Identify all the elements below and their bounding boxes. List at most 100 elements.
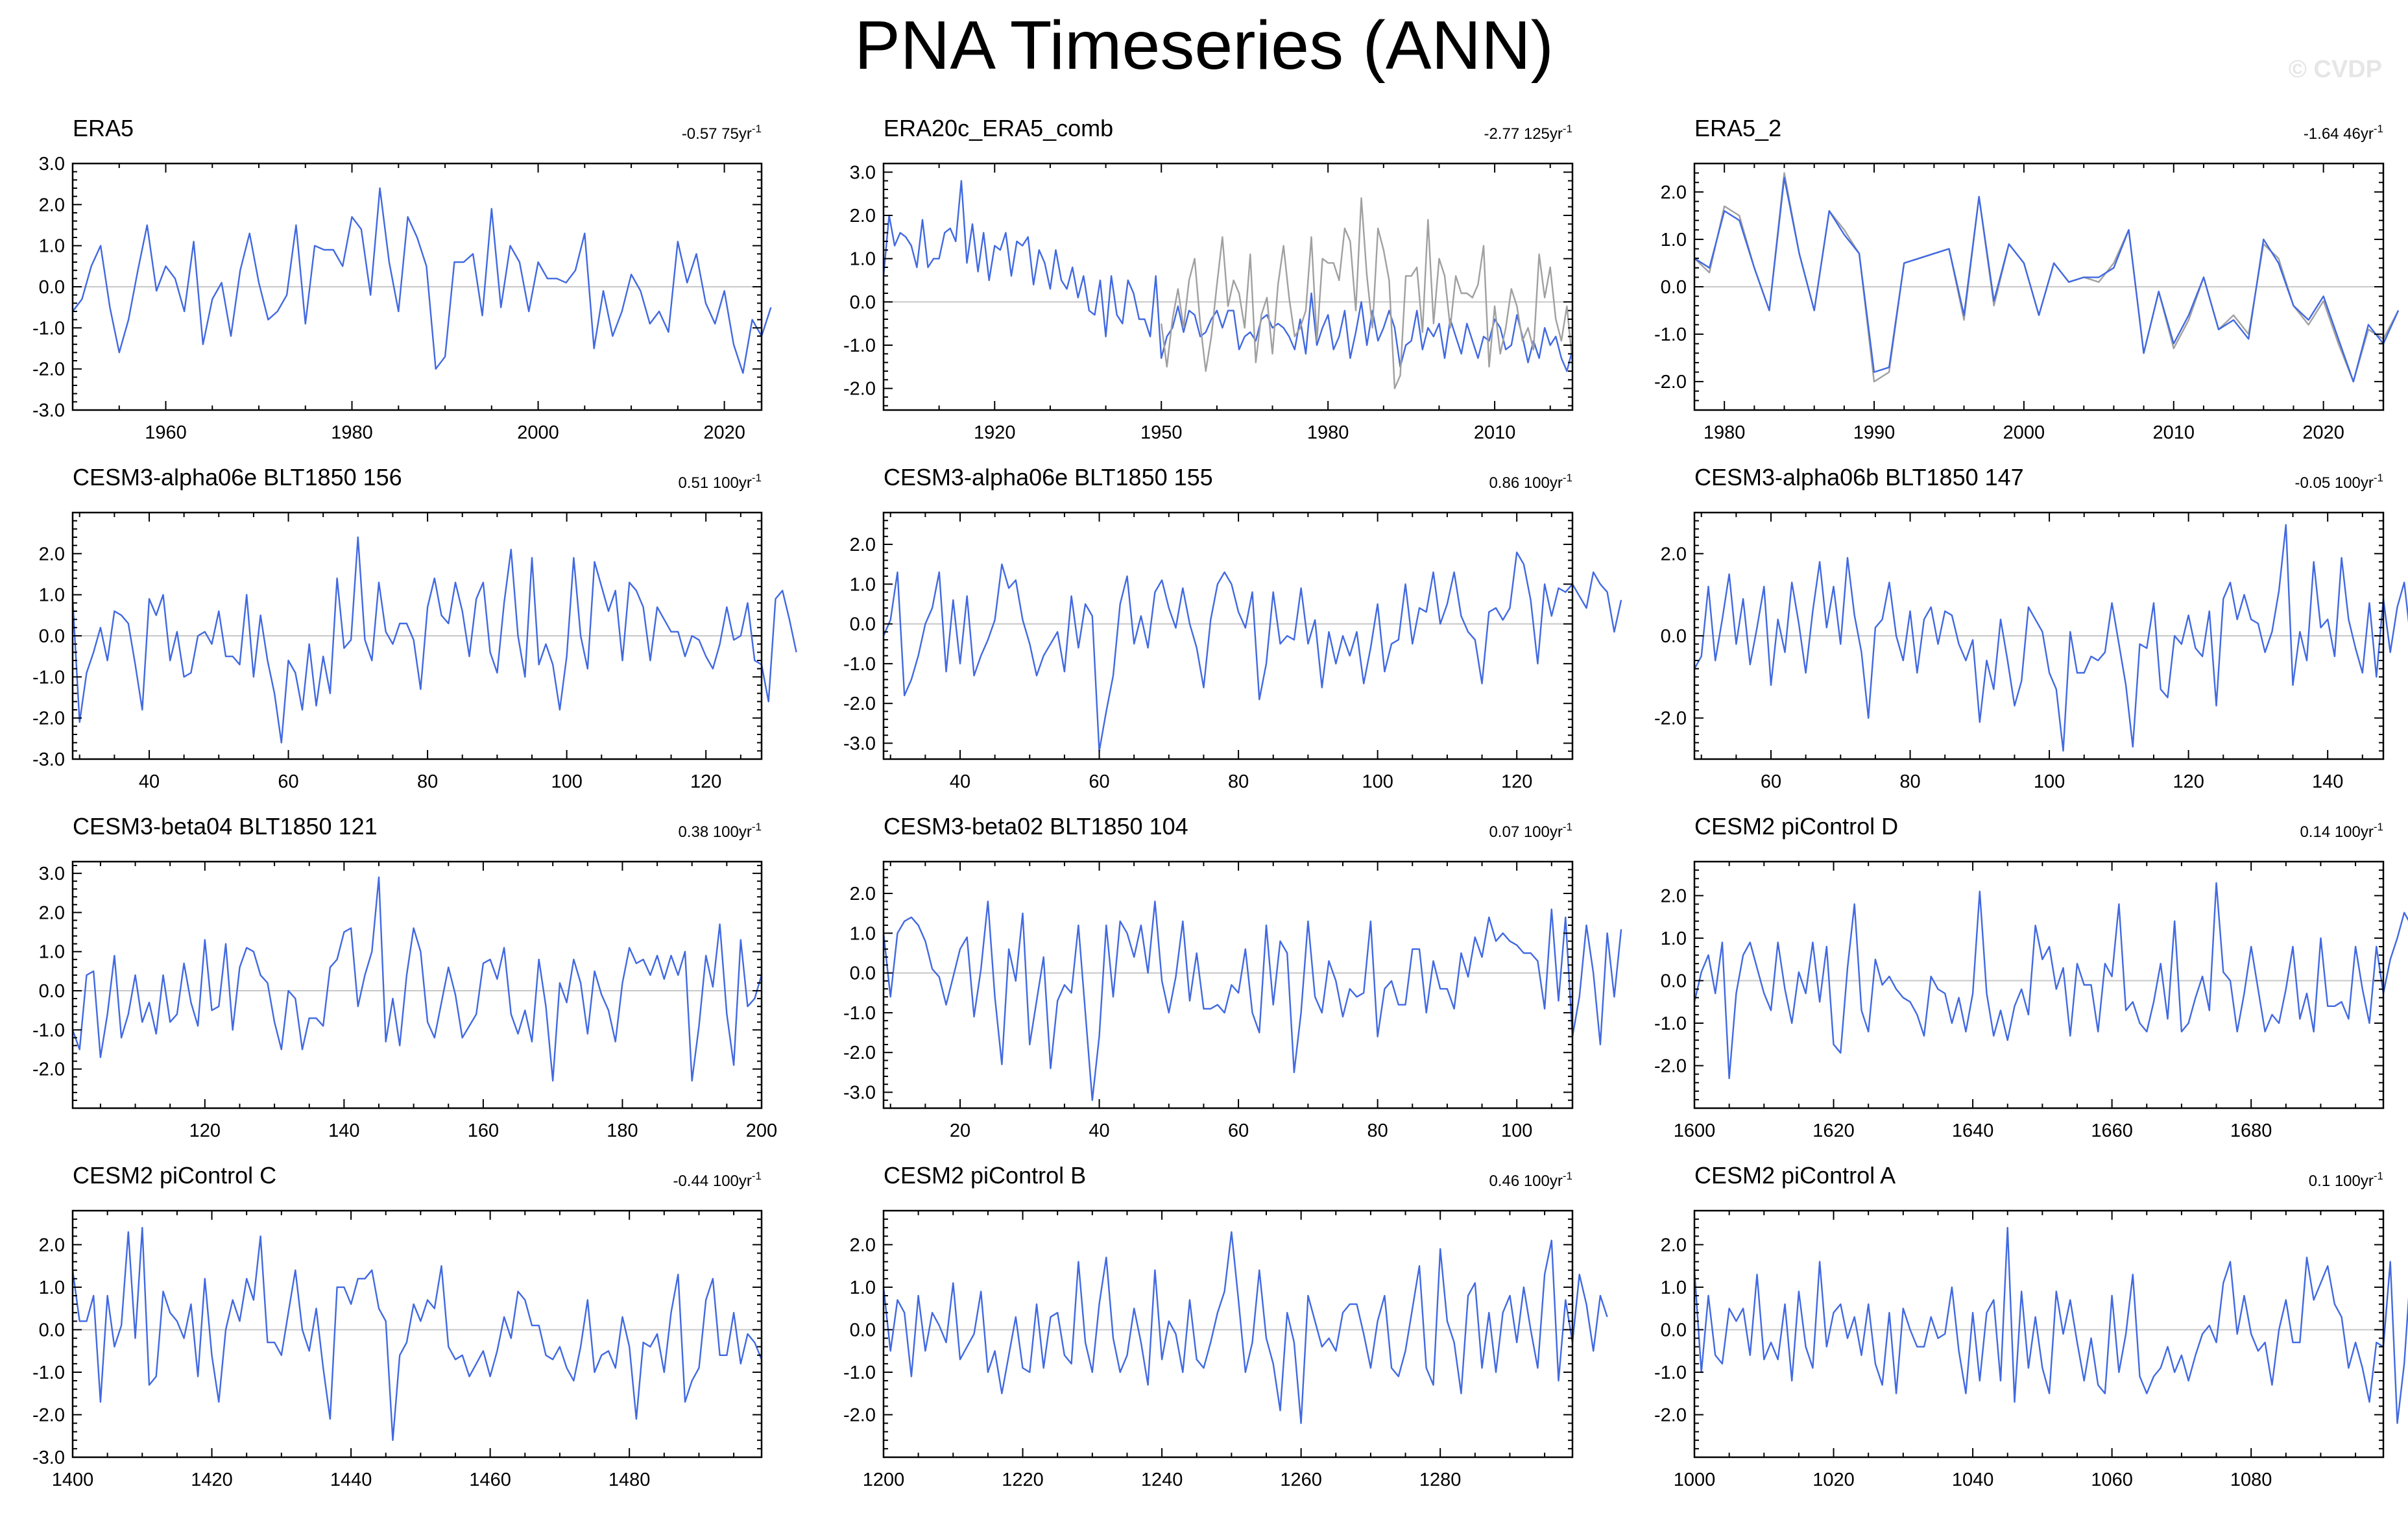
x-tick-label: 1440 bbox=[330, 1470, 372, 1490]
y-tick-label: 3.0 bbox=[39, 154, 65, 175]
x-tick-label: 100 bbox=[551, 771, 582, 792]
y-tick-label: -1.0 bbox=[843, 335, 876, 356]
series-line-1 bbox=[72, 187, 772, 374]
x-tick-label: 1460 bbox=[469, 1470, 511, 1490]
x-tick-label: 120 bbox=[2173, 771, 2204, 792]
chart-panel-12: CESM2 piControl A 0.1 100yr-1 -2.0 -1.0 0.0 1… bbox=[1654, 1162, 2408, 1490]
chart-panel-6: CESM3-alpha06b BLT1850 147 -0.05 100yr-1 -… bbox=[1654, 464, 2408, 792]
y-tick-label: 0.0 bbox=[39, 1320, 65, 1340]
y-tick-label: -2.0 bbox=[1654, 708, 1687, 729]
y-tick-label: 2.0 bbox=[850, 884, 876, 904]
y-tick-label: -2.0 bbox=[843, 379, 876, 400]
y-tick-label: 0.0 bbox=[850, 614, 876, 635]
x-tick-label: 2010 bbox=[1474, 422, 1516, 443]
x-tick-label: 40 bbox=[1089, 1120, 1109, 1141]
y-tick-label: 0.0 bbox=[1661, 277, 1687, 298]
trend-label: 0.38 100yr-1 bbox=[678, 821, 762, 841]
x-tick-label: 1220 bbox=[1002, 1470, 1044, 1490]
chart-panel-1: ERA5 -0.57 75yr-1 -3.0 -2.0 -1.0 0.0 1.0 2.0 3.0… bbox=[32, 115, 772, 443]
y-tick-label: -1.0 bbox=[32, 318, 65, 339]
chart-panel-8: CESM3-beta02 BLT1850 104 0.07 100yr-1 -3.0… bbox=[843, 813, 1622, 1141]
trend-label: 0.07 100yr-1 bbox=[1489, 821, 1572, 841]
series-line-1 bbox=[1693, 1226, 2408, 1424]
x-tick-label: 80 bbox=[417, 771, 438, 792]
x-tick-label: 1680 bbox=[2230, 1120, 2272, 1141]
y-tick-label: -2.0 bbox=[32, 708, 65, 729]
panel-title: CESM3-alpha06e BLT1850 155 bbox=[884, 464, 1213, 490]
panel-title: CESM2 piControl C bbox=[73, 1162, 276, 1189]
y-tick-label: -3.0 bbox=[32, 1447, 65, 1468]
y-tick-label: -1.0 bbox=[843, 654, 876, 675]
plot-frame bbox=[882, 1209, 1574, 1459]
y-tick-label: 3.0 bbox=[850, 162, 876, 183]
series-line-1 bbox=[71, 536, 797, 744]
y-tick-label: 2.0 bbox=[850, 206, 876, 226]
y-tick-label: -3.0 bbox=[32, 400, 65, 421]
x-tick-label: 2000 bbox=[517, 422, 559, 443]
chart-panel-4: CESM3-alpha06e BLT1850 156 0.51 100yr-1 -3… bbox=[32, 464, 797, 792]
y-tick-label: 2.0 bbox=[850, 535, 876, 555]
x-tick-label: 120 bbox=[690, 771, 721, 792]
y-tick-label: -2.0 bbox=[1654, 1056, 1687, 1076]
panel-title: CESM3-alpha06e BLT1850 156 bbox=[73, 464, 402, 490]
x-tick-label: 1200 bbox=[863, 1470, 905, 1490]
y-tick-label: 2.0 bbox=[39, 1235, 65, 1255]
x-tick-label: 1420 bbox=[191, 1470, 233, 1490]
panel-title: CESM2 piControl B bbox=[884, 1162, 1086, 1189]
y-tick-label: 0.0 bbox=[850, 1320, 876, 1340]
series-line-1 bbox=[71, 1226, 763, 1442]
x-tick-label: 1660 bbox=[2091, 1120, 2133, 1141]
x-tick-label: 1080 bbox=[2230, 1470, 2272, 1490]
y-tick-label: 0.0 bbox=[1661, 1320, 1687, 1340]
y-tick-label: 1.0 bbox=[850, 574, 876, 595]
series-line-1 bbox=[882, 551, 1622, 752]
x-tick-label: 2000 bbox=[2003, 422, 2045, 443]
x-tick-label: 80 bbox=[1367, 1120, 1388, 1141]
plot-frame bbox=[882, 860, 1574, 1109]
y-tick-label: 1.0 bbox=[39, 585, 65, 606]
x-tick-label: 80 bbox=[1899, 771, 1920, 792]
y-tick-label: 1.0 bbox=[850, 923, 876, 944]
y-tick-label: -1.0 bbox=[1654, 1362, 1687, 1383]
plot-frame bbox=[1693, 860, 2385, 1109]
chart-panel-11: CESM2 piControl B 0.46 100yr-1 -2.0 -1.0 0.0… bbox=[843, 1162, 1608, 1490]
y-tick-label: 1.0 bbox=[1661, 1278, 1687, 1298]
y-tick-label: 2.0 bbox=[39, 195, 65, 215]
panel-title: CESM3-beta04 BLT1850 121 bbox=[73, 813, 378, 840]
x-tick-label: 60 bbox=[278, 771, 298, 792]
x-tick-label: 1980 bbox=[331, 422, 373, 443]
x-tick-label: 120 bbox=[189, 1120, 221, 1141]
y-tick-label: -1.0 bbox=[843, 1362, 876, 1383]
x-tick-label: 1980 bbox=[1307, 422, 1349, 443]
series-line-1 bbox=[1693, 524, 2408, 752]
chart-panel-9: CESM2 piControl D 0.14 100yr-1 -2.0 -1.0 0.0… bbox=[1654, 813, 2408, 1141]
panel-title: CESM3-alpha06b BLT1850 147 bbox=[1694, 464, 2024, 490]
x-tick-label: 1040 bbox=[1952, 1470, 1994, 1490]
y-tick-label: 3.0 bbox=[39, 864, 65, 884]
series-line-1 bbox=[1694, 172, 2400, 383]
plot-frame bbox=[1693, 1209, 2385, 1459]
x-tick-label: 160 bbox=[468, 1120, 499, 1141]
panel-title: ERA5_2 bbox=[1694, 115, 1781, 141]
x-tick-label: 1260 bbox=[1280, 1470, 1322, 1490]
plot-frame bbox=[71, 860, 763, 1109]
x-tick-label: 1020 bbox=[1812, 1470, 1855, 1490]
y-tick-label: -2.0 bbox=[32, 1405, 65, 1425]
chart-panel-10: CESM2 piControl C -0.44 100yr-1 -3.0 -2.0 -1… bbox=[32, 1162, 763, 1490]
panel-title: CESM2 piControl A bbox=[1694, 1162, 1896, 1189]
x-tick-label: 1480 bbox=[608, 1470, 651, 1490]
x-tick-label: 1950 bbox=[1140, 422, 1183, 443]
y-tick-label: -1.0 bbox=[1654, 324, 1687, 345]
x-tick-label: 1980 bbox=[1704, 422, 1746, 443]
chart-panel-5: CESM3-alpha06e BLT1850 155 0.86 100yr-1 -3… bbox=[843, 464, 1622, 792]
panel-title: CESM2 piControl D bbox=[1694, 813, 1898, 840]
x-tick-label: 100 bbox=[1501, 1120, 1532, 1141]
y-tick-label: 1.0 bbox=[39, 1278, 65, 1298]
panel-title: CESM3-beta02 BLT1850 104 bbox=[884, 813, 1188, 840]
page-title: PNA Timeseries (ANN) bbox=[854, 7, 1554, 84]
x-tick-label: 2020 bbox=[2302, 422, 2344, 443]
series-line-1 bbox=[1693, 882, 2408, 1080]
y-tick-label: 0.0 bbox=[39, 626, 65, 647]
y-tick-label: 2.0 bbox=[1661, 1235, 1687, 1255]
